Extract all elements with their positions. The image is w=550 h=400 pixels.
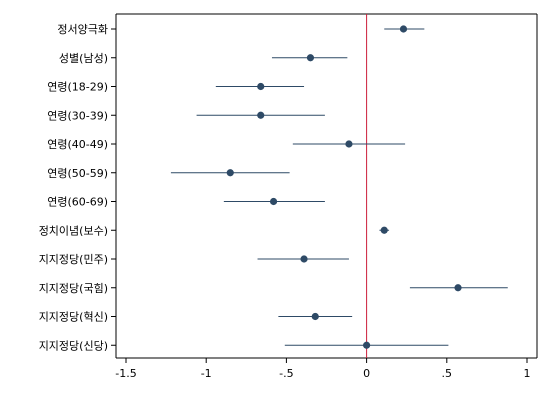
x-tick-label: .5 (442, 367, 453, 380)
y-category-label: 성별(남성) (59, 52, 108, 65)
point-estimate (269, 197, 278, 206)
point-estimate (345, 140, 353, 148)
y-category-label: 연령(18-29) (47, 81, 108, 94)
point-estimate (226, 169, 234, 177)
y-category-label: 연령(50-59) (47, 167, 108, 180)
y-category-label: 지지정당(국힘) (39, 282, 108, 295)
x-tick-label: -1.5 (115, 367, 136, 380)
x-tick-label: 1 (524, 367, 531, 380)
y-category-label: 연령(60-69) (47, 196, 108, 209)
y-category-label: 정치이념(보수) (39, 224, 108, 237)
x-tick-label: 0 (363, 367, 370, 380)
point-estimate (311, 312, 319, 321)
point-estimate (363, 341, 371, 349)
point-estimate (306, 54, 315, 62)
y-category-label: 지지정당(신당) (39, 339, 108, 352)
y-category-label: 정서양극화 (57, 23, 108, 36)
y-category-label: 지지정당(혁신) (39, 311, 108, 324)
point-estimate (300, 255, 308, 263)
x-tick-label: -.5 (279, 367, 293, 380)
y-category-label: 지지정당(민주) (39, 253, 108, 266)
point-estimate (380, 226, 388, 234)
point-estimate (454, 284, 462, 292)
point-estimate (257, 111, 265, 119)
point-estimate (257, 82, 265, 91)
y-category-label: 연령(40-49) (47, 138, 108, 151)
x-tick-label: -1 (201, 367, 212, 380)
point-estimate (399, 25, 408, 33)
y-category-label: 연령(30-39) (47, 109, 108, 122)
